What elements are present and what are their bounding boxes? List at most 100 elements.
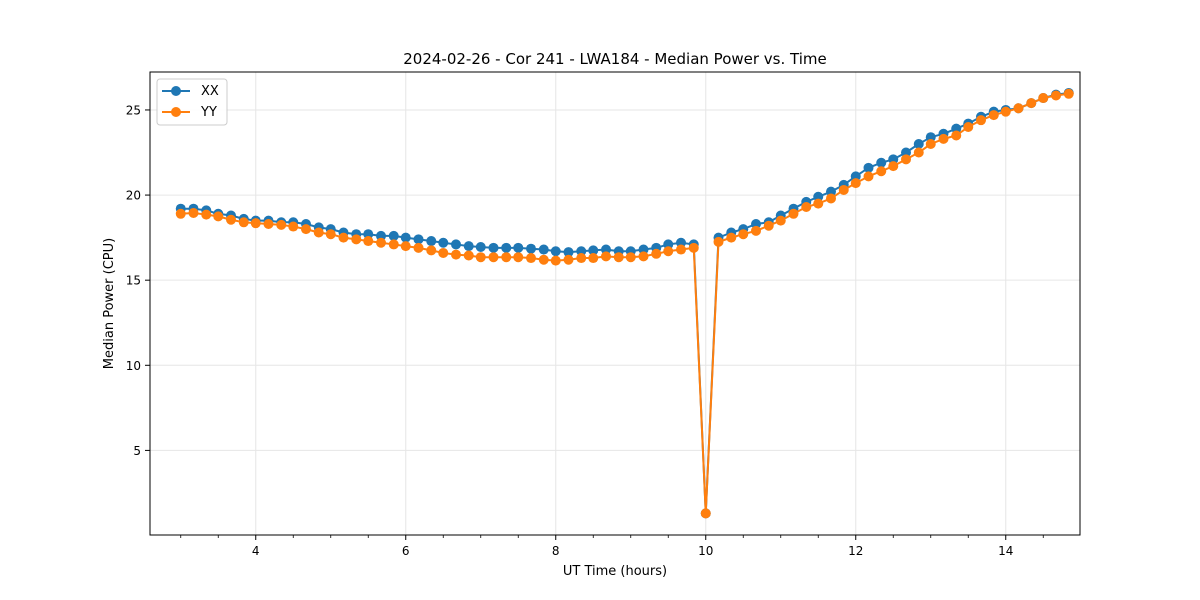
data-point-yy [801,201,812,212]
data-point-yy [588,253,599,264]
data-point-yy [663,246,674,257]
y-axis-label: Median Power (CPU) [102,238,117,369]
data-point-yy [438,247,449,258]
data-point-yy [925,139,936,149]
data-point-xx [426,236,437,247]
data-point-xx [413,234,424,245]
data-point-yy [238,217,249,228]
data-point-yy [638,251,649,262]
data-point-yy [951,130,962,141]
chart-title: 2024-02-26 - Cor 241 - LWA184 - Median P… [403,50,827,68]
data-point-yy [538,254,549,265]
data-point-yy [1038,93,1049,104]
data-point-yy [250,218,261,229]
legend-marker-yy [171,107,181,117]
data-point-yy [676,244,686,255]
data-point-yy [363,236,374,247]
data-point-yy [1013,103,1024,114]
y-tick-label: 5 [133,444,141,458]
data-point-yy [325,229,336,240]
data-point-yy [775,215,786,226]
data-point-yy [1063,88,1074,99]
y-tick-label: 20 [126,189,141,203]
data-point-yy [888,161,899,172]
data-point-yy [651,248,662,259]
x-tick-label: 4 [252,544,260,558]
data-point-yy [475,252,486,263]
data-point-xx [538,244,549,255]
data-point-yy [351,234,362,245]
legend: XX YY [156,78,228,126]
data-point-yy [763,220,774,231]
data-point-yy [338,232,349,243]
data-point-yy [826,193,836,204]
x-tick-label: 6 [402,544,410,558]
y-tick-label: 10 [126,359,141,373]
y-tick-label: 15 [126,274,141,288]
data-point-yy [876,166,887,177]
plot-area-frame [149,71,1081,536]
data-point-yy [400,241,411,252]
data-point-yy [426,245,437,256]
data-point-xx [863,162,874,173]
data-point-yy [751,225,761,236]
data-point-yy [501,252,512,263]
data-point-yy [550,255,561,266]
data-point-yy [625,252,636,263]
x-tick-label: 10 [698,544,713,558]
data-point-yy [700,508,711,519]
data-point-yy [1000,106,1011,117]
data-point-yy [488,252,499,263]
data-point-yy [301,224,311,235]
data-point-yy [451,249,461,260]
data-point-yy [175,208,186,219]
y-tick-label: 25 [126,103,141,117]
data-point-xx [488,242,499,253]
data-point-yy [563,254,574,265]
data-point-yy [988,110,999,121]
data-point-yy [838,184,849,195]
data-point-yy [713,236,724,247]
data-point-yy [276,219,287,230]
data-point-xx [913,139,924,149]
x-axis-label: UT Time (hours) [563,564,667,579]
data-point-yy [463,250,474,261]
data-point-yy [1026,98,1037,109]
data-point-xx [550,246,561,257]
data-point-xx [526,243,536,254]
data-point-xx [475,241,486,252]
axis-layer: 4 6 8 10 12 14 5 10 15 20 25 [126,103,1044,558]
legend-marker-xx [171,86,181,96]
data-point-yy [901,154,911,165]
data-point-yy [576,253,587,264]
data-point-yy [726,232,737,243]
x-tick-label: 12 [848,544,863,558]
legend-label-yy: YY [200,105,217,120]
legend-label-xx: XX [201,84,219,99]
data-point-yy [513,252,524,263]
data-point-yy [738,229,749,240]
data-point-yy [288,221,299,232]
data-point-xx [563,247,574,258]
data-point-yy [413,242,424,253]
grid-layer [150,72,1080,535]
data-point-yy [313,227,324,238]
data-point-yy [613,252,624,263]
data-point-xx [876,157,887,168]
data-point-yy [226,214,236,225]
data-point-xx [438,237,449,248]
data-point-yy [850,178,861,189]
data-point-yy [213,211,224,222]
data-point-xx [513,242,524,253]
data-point-yy [263,219,274,230]
data-point-xx [451,239,461,250]
data-point-yy [813,198,824,209]
data-point-yy [863,171,874,182]
data-point-yy [601,251,611,262]
data-point-yy [688,242,699,253]
data-point-yy [201,209,212,220]
data-point-yy [913,147,924,158]
data-point-yy [788,208,799,219]
data-point-xx [588,245,599,256]
